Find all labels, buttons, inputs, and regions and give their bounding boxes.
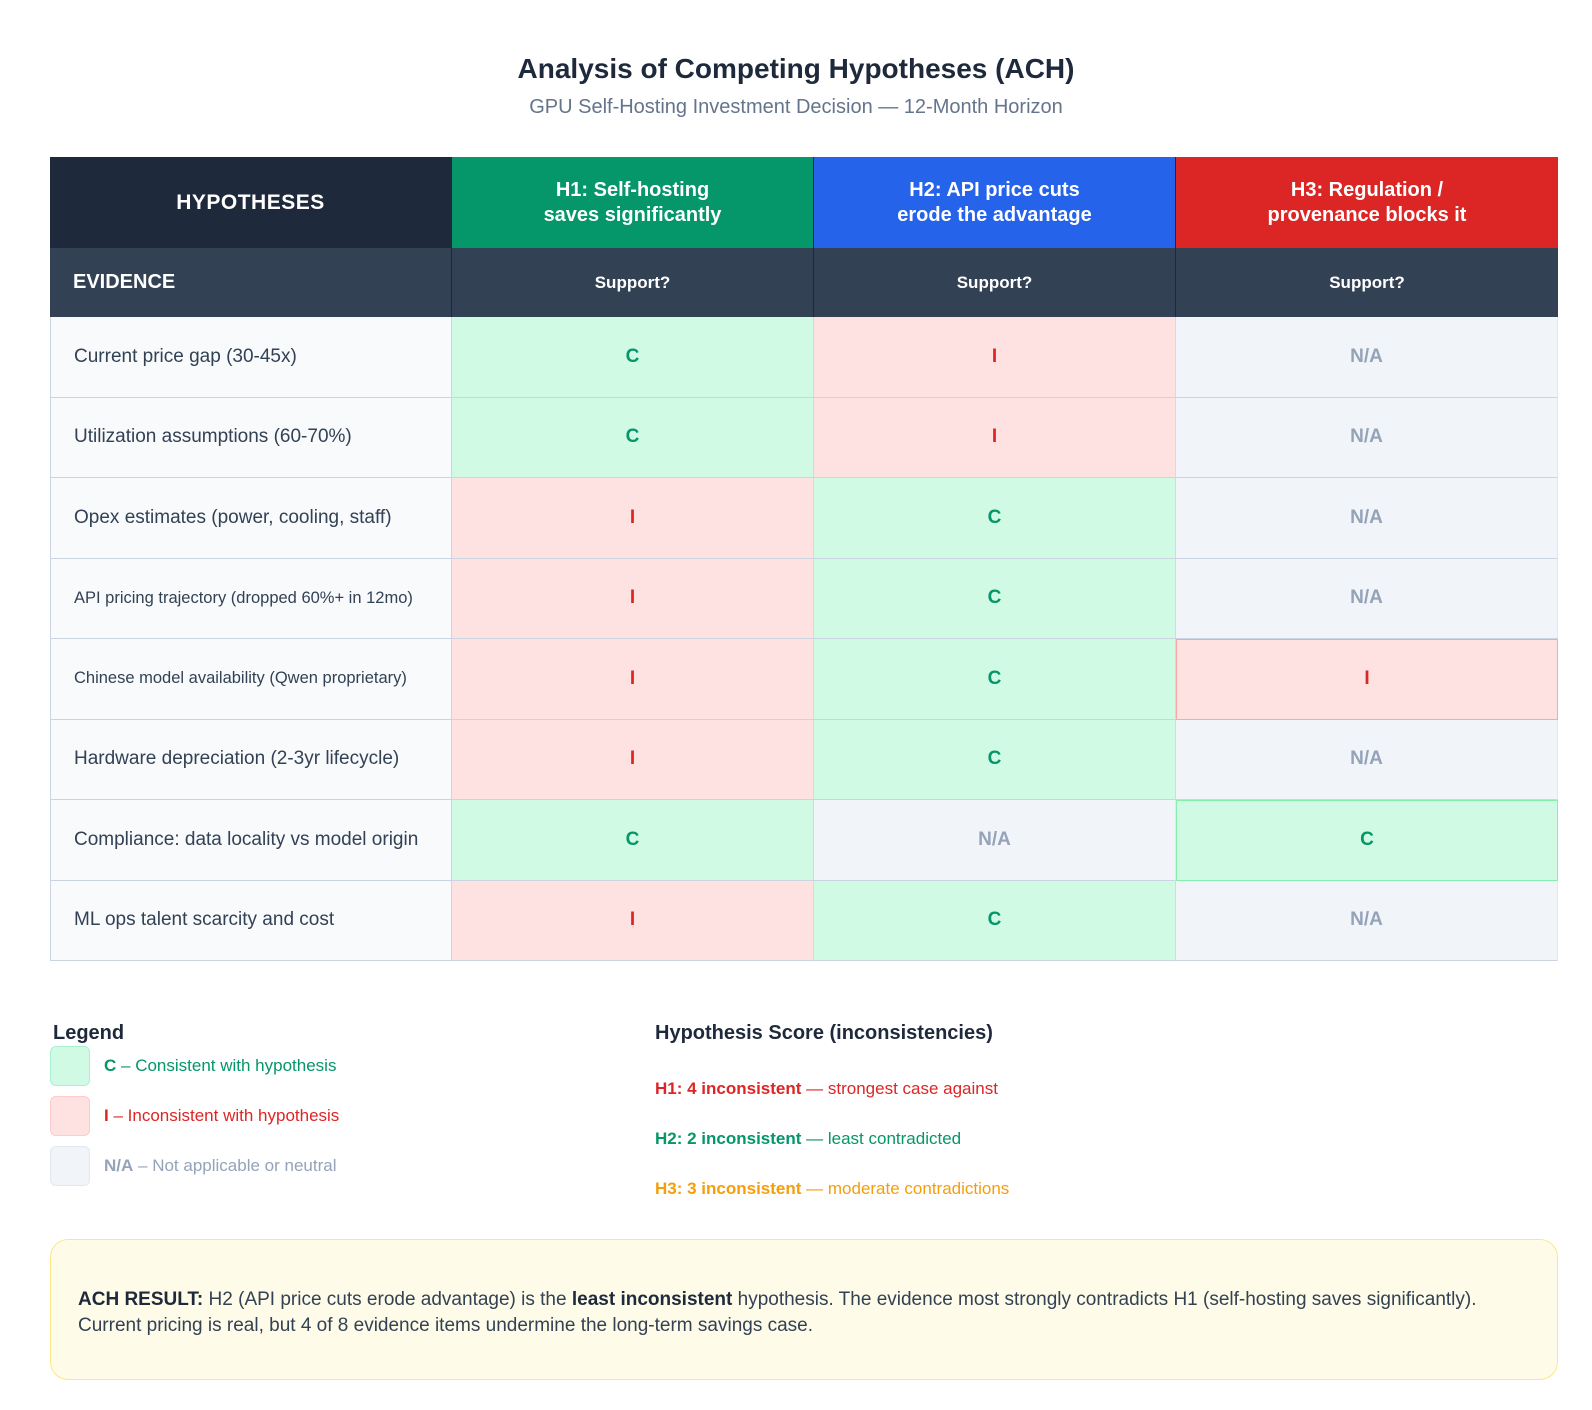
evidence-row: ML ops talent scarcity and cost I C N/A bbox=[50, 880, 1558, 961]
legend-item-na: N/A – Not applicable or neutral bbox=[50, 1146, 336, 1186]
evidence-row: Hardware depreciation (2-3yr lifecycle) I… bbox=[50, 719, 1558, 800]
rating-cell-h3: N/A bbox=[1176, 317, 1558, 398]
legend-item-consistent: C – Consistent with hypothesis bbox=[50, 1046, 336, 1086]
h1-title-line2: saves significantly bbox=[543, 203, 722, 226]
evidence-label-cell: Chinese model availability (Qwen proprie… bbox=[50, 639, 452, 720]
legend-item-inconsistent: I – Inconsistent with hypothesis bbox=[50, 1096, 339, 1136]
score-h2: H2: 2 inconsistent — least contradicted bbox=[655, 1129, 961, 1149]
legend-key: N/A bbox=[104, 1156, 134, 1175]
rating-cell-h2: C bbox=[814, 558, 1176, 639]
score-h3-count: H3: 3 inconsistent bbox=[655, 1179, 802, 1198]
h1-title-line1: H1: Self-hosting bbox=[555, 178, 710, 201]
evidence-label: EVIDENCE bbox=[50, 248, 452, 317]
rating-cell-h1: I bbox=[452, 478, 814, 559]
rating-cell-h2: C bbox=[814, 478, 1176, 559]
rating-cell-h2: I bbox=[814, 317, 1176, 398]
evidence-label-cell: Opex estimates (power, cooling, staff) bbox=[50, 478, 452, 559]
legend-key: C bbox=[104, 1056, 117, 1075]
rating-cell-h2: I bbox=[814, 397, 1176, 478]
hypothesis-h2-header: H2: API price cuts erode the advantage bbox=[814, 157, 1176, 248]
score-h2-note: — least contradicted bbox=[801, 1129, 962, 1148]
hypotheses-label: HYPOTHESES bbox=[50, 157, 452, 248]
rating-cell-h2: C bbox=[814, 880, 1176, 961]
h3-title-line2: provenance blocks it bbox=[1267, 203, 1467, 226]
h3-title-line1: H3: Regulation / bbox=[1290, 178, 1444, 201]
score-h3: H3: 3 inconsistent — moderate contradict… bbox=[655, 1179, 1009, 1199]
legend-text: Not applicable or neutral bbox=[152, 1156, 337, 1175]
page-title: Analysis of Competing Hypotheses (ACH) bbox=[517, 53, 1075, 84]
result-text-2: hypothesis. The evidence most strongly c… bbox=[78, 1289, 1477, 1336]
rating-cell-h3: N/A bbox=[1176, 558, 1558, 639]
rating-cell-h1: I bbox=[452, 558, 814, 639]
evidence-row: Opex estimates (power, cooling, staff) I C… bbox=[50, 478, 1558, 559]
evidence-label-cell: ML ops talent scarcity and cost bbox=[50, 880, 452, 961]
rating-cell-h1: I bbox=[452, 719, 814, 800]
rating-cell-h1: C bbox=[452, 317, 814, 398]
h2-title-line2: erode the advantage bbox=[897, 203, 1092, 226]
evidence-row: API pricing trajectory (dropped 60%+ in … bbox=[50, 558, 1558, 639]
evidence-label-cell: Hardware depreciation (2-3yr lifecycle) bbox=[50, 719, 452, 800]
rating-cell-h3: I bbox=[1176, 639, 1558, 720]
evidence-label-cell: Current price gap (30-45x) bbox=[50, 317, 452, 398]
legend-text: Consistent with hypothesis bbox=[135, 1056, 337, 1075]
result-text-1: H2 (API price cuts erode advantage) is t… bbox=[203, 1289, 572, 1310]
page-subtitle: GPU Self-Hosting Investment Decision — 1… bbox=[529, 96, 1063, 118]
rating-cell-h3: N/A bbox=[1176, 397, 1558, 478]
evidence-label-cell: API pricing trajectory (dropped 60%+ in … bbox=[50, 558, 452, 639]
score-h3-note: — moderate contradictions bbox=[801, 1179, 1010, 1198]
legend-title: Legend bbox=[53, 1022, 125, 1044]
rating-cell-h2: N/A bbox=[814, 800, 1176, 881]
support-label-h3: Support? bbox=[1329, 272, 1405, 292]
result-emphasis: least inconsistent bbox=[571, 1289, 733, 1310]
hypotheses-header-row: HYPOTHESES H1: Self-hosting saves signif… bbox=[50, 157, 1558, 248]
score-h1-note: — strongest case against bbox=[801, 1079, 998, 1098]
support-label-h2: Support? bbox=[814, 248, 1176, 317]
legend-swatch-inconsistent bbox=[50, 1096, 90, 1136]
rating-cell-h1: C bbox=[452, 800, 814, 881]
ach-result-box: ACH RESULT: H2 (API price cuts erode adv… bbox=[50, 1239, 1558, 1380]
support-label-h1: Support? bbox=[452, 248, 814, 317]
legend-key: I bbox=[104, 1106, 109, 1125]
legend-text: Inconsistent with hypothesis bbox=[127, 1106, 340, 1125]
rating-cell-h3: C bbox=[1176, 800, 1558, 881]
score-title: Hypothesis Score (inconsistencies) bbox=[655, 1022, 993, 1044]
evidence-label-cell: Compliance: data locality vs model origi… bbox=[50, 800, 452, 881]
hypothesis-h1-header: H1: Self-hosting saves significantly bbox=[452, 157, 814, 248]
evidence-row: Compliance: data locality vs model origi… bbox=[50, 800, 1558, 881]
score-h1: H1: 4 inconsistent — strongest case agai… bbox=[655, 1079, 998, 1099]
rating-cell-h2: C bbox=[814, 639, 1176, 720]
ach-matrix: HYPOTHESES H1: Self-hosting saves signif… bbox=[50, 157, 1558, 961]
rating-cell-h1: C bbox=[452, 397, 814, 478]
h2-title-line1: H2: API price cuts bbox=[909, 178, 1080, 201]
legend-swatch-na bbox=[50, 1146, 90, 1186]
evidence-header-row: EVIDENCE Support? Support? Support? bbox=[50, 248, 1558, 317]
hypothesis-h3-header: H3: Regulation / provenance blocks it bbox=[1176, 157, 1558, 248]
evidence-row: Chinese model availability (Qwen proprie… bbox=[50, 639, 1558, 720]
legend-separator: – bbox=[133, 1156, 153, 1175]
legend-separator: – bbox=[108, 1106, 128, 1125]
result-label: ACH RESULT: bbox=[78, 1289, 204, 1310]
rating-cell-h1: I bbox=[452, 639, 814, 720]
rating-cell-h1: I bbox=[452, 880, 814, 961]
rating-cell-h3: N/A bbox=[1176, 880, 1558, 961]
evidence-rows: Current price gap (30-45x) C I N/A Utilizati… bbox=[50, 317, 1558, 961]
score-h1-count: H1: 4 inconsistent bbox=[655, 1079, 802, 1098]
rating-cell-h3: N/A bbox=[1176, 478, 1558, 559]
legend-swatch-consistent bbox=[50, 1046, 90, 1086]
evidence-label-cell: Utilization assumptions (60-70%) bbox=[50, 397, 452, 478]
rating-cell-h2: C bbox=[814, 719, 1176, 800]
score-h2-count: H2: 2 inconsistent bbox=[655, 1129, 802, 1148]
legend-separator: – bbox=[116, 1056, 136, 1075]
evidence-row: Current price gap (30-45x) C I N/A bbox=[50, 317, 1558, 398]
evidence-row: Utilization assumptions (60-70%) C I N/A bbox=[50, 397, 1558, 478]
rating-cell-h3: N/A bbox=[1176, 719, 1558, 800]
